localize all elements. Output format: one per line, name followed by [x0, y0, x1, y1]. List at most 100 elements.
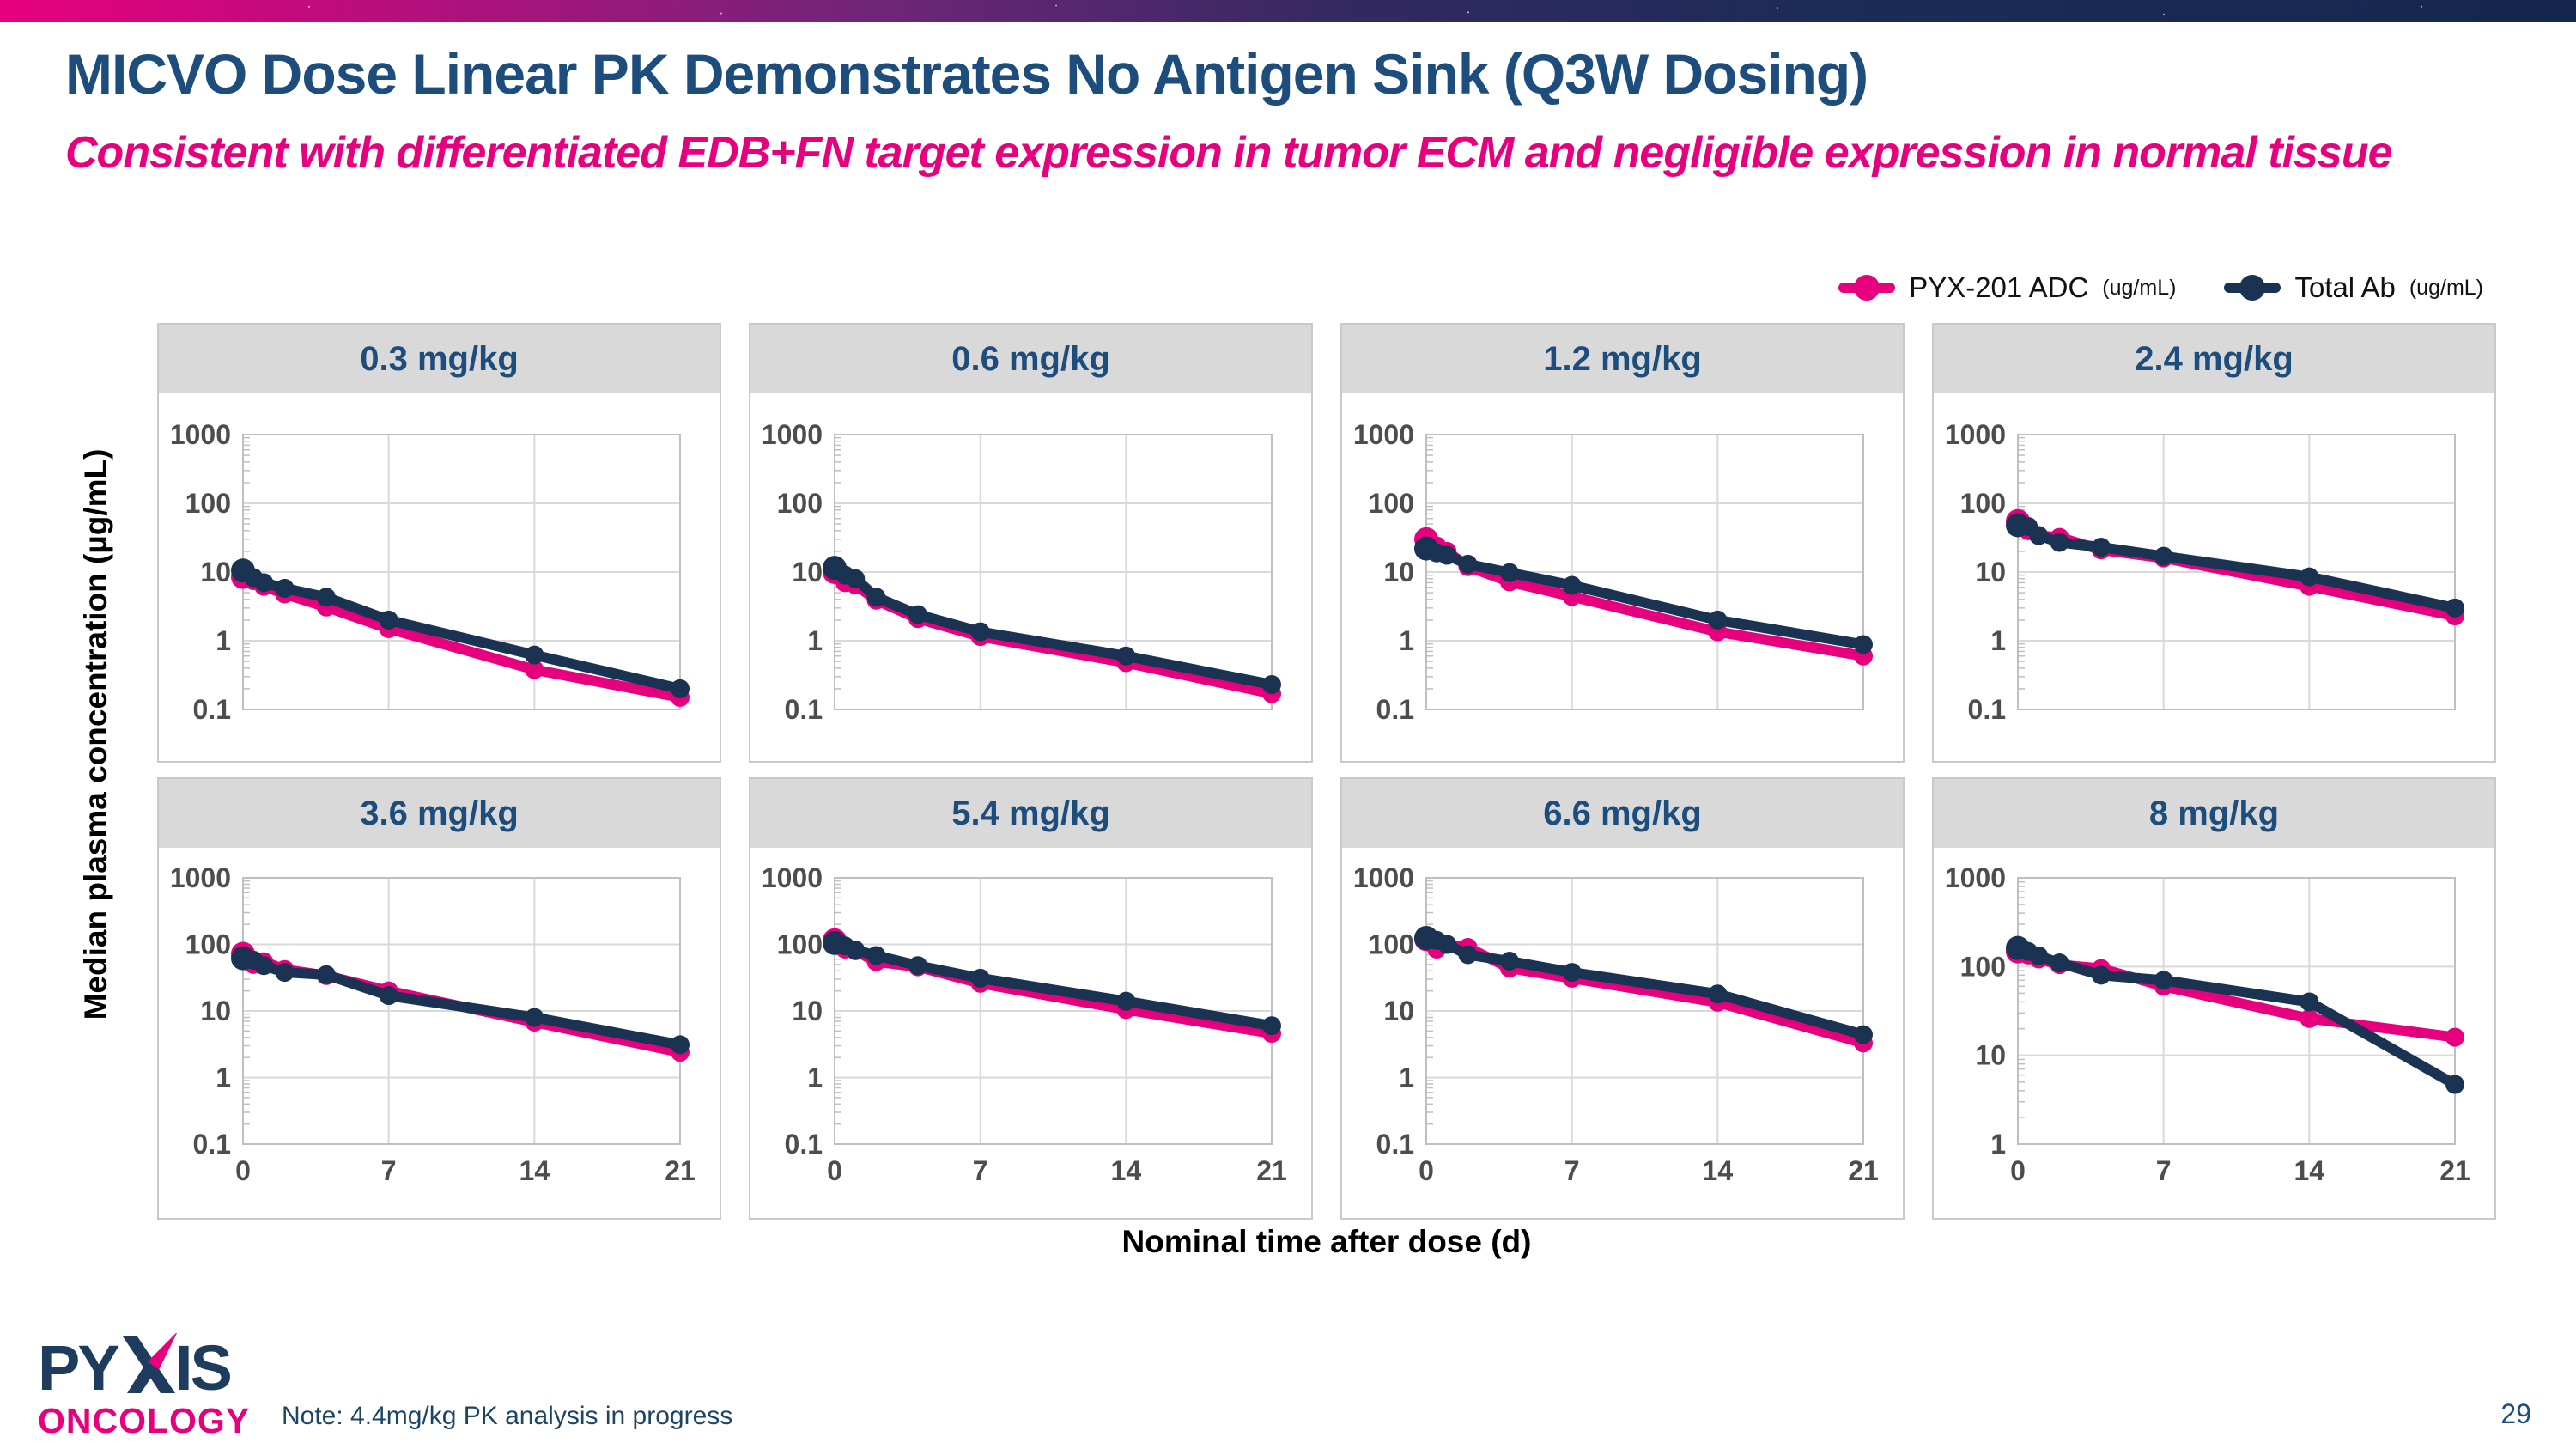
svg-text:10: 10: [200, 557, 231, 588]
pk-plot: 1000 100 10 1 0.1: [170, 419, 690, 725]
pyxis-logo-icon: PY IS ONCOLOGY: [38, 1331, 250, 1440]
y-axis-label: Median plasma concentration (µg/mL): [78, 448, 113, 1020]
x-axis-label: Nominal time after dose (d): [1121, 1224, 1532, 1259]
svg-text:1: 1: [1990, 625, 2006, 656]
svg-text:10: 10: [1975, 557, 2006, 588]
page-subtitle: Consistent with differentiated EDB+FN ta…: [65, 128, 2393, 178]
svg-text:21: 21: [1848, 1155, 1879, 1186]
svg-text:21: 21: [665, 1155, 696, 1186]
svg-text:0.1: 0.1: [193, 694, 231, 725]
svg-text:0.1: 0.1: [785, 694, 823, 725]
chart-card-8mgkg: 8 mg/kg 1000 100 10 1 0 7 14 21: [1932, 777, 2496, 1220]
pk-plot: 1000 100 10 1 0.1: [762, 419, 1281, 725]
svg-text:0.1: 0.1: [785, 1129, 823, 1160]
page-number: 29: [2500, 1398, 2531, 1429]
pk-plot: 1000 100 10 1 0.10 7 14 21: [170, 862, 696, 1186]
legend-label: Total Ab: [2294, 271, 2396, 303]
chart-title: 0.6 mg/kg: [951, 339, 1110, 378]
svg-text:1000: 1000: [170, 862, 231, 893]
legend-units: (ug/mL): [2102, 275, 2177, 300]
svg-text:7: 7: [973, 1155, 988, 1186]
svg-text:1000: 1000: [1945, 419, 2006, 450]
chart-card-5.4mgkg: 5.4 mg/kg 1000 100 10 1 0.1 0 7 14 21: [749, 777, 1313, 1220]
legend-item-total-ab: Total Ab (ug/mL): [2224, 271, 2483, 304]
svg-text:100: 100: [1369, 929, 1414, 960]
svg-text:7: 7: [2156, 1155, 2172, 1186]
chart-card-6.6mgkg: 6.6 mg/kg 1000 100 10 1 0.1 0 7 14 21: [1340, 777, 1905, 1220]
chart-legend: PYX-201 ADC (ug/mL) Total Ab (ug/mL): [1838, 271, 2483, 304]
svg-text:14: 14: [519, 1155, 550, 1186]
svg-text:21: 21: [2439, 1155, 2470, 1186]
pk-plot: 1000 100 10 1 0.1: [1353, 419, 1873, 725]
svg-text:0.1: 0.1: [1376, 1129, 1414, 1160]
legend-item-adc: PYX-201 ADC (ug/mL): [1838, 271, 2176, 304]
pk-plot: 1000 100 10 10 7 14 21: [1945, 862, 2470, 1186]
svg-text:1000: 1000: [1945, 862, 2006, 893]
svg-text:1000: 1000: [170, 419, 231, 450]
svg-text:100: 100: [1369, 488, 1414, 519]
chart-title: 2.4 mg/kg: [2135, 339, 2293, 378]
chart-card-3.6mgkg: 3.6 mg/kg 1000 100 10 1 0.1 0 7 14 21: [157, 777, 721, 1220]
svg-text:0: 0: [2010, 1155, 2026, 1186]
page-title: MICVO Dose Linear PK Demonstrates No Ant…: [65, 42, 1868, 106]
chart-title: 5.4 mg/kg: [951, 794, 1110, 832]
chart-title: 8 mg/kg: [2148, 794, 2280, 832]
svg-text:ONCOLOGY: ONCOLOGY: [38, 1401, 250, 1438]
svg-text:0: 0: [827, 1155, 842, 1186]
svg-text:IS: IS: [175, 1333, 231, 1403]
chart-title: 0.3 mg/kg: [360, 339, 519, 378]
svg-text:0: 0: [235, 1155, 251, 1186]
svg-text:1000: 1000: [762, 419, 823, 450]
chart-card-0.6mgkg: 0.6 mg/kg 1000 100 10 1 0.1: [749, 323, 1313, 763]
svg-text:1: 1: [807, 625, 823, 656]
svg-text:1000: 1000: [1353, 419, 1414, 450]
svg-text:1: 1: [1990, 1129, 2006, 1160]
svg-text:21: 21: [1256, 1155, 1287, 1186]
footnote: Note: 4.4mg/kg PK analysis in progress: [282, 1402, 733, 1430]
svg-text:0.1: 0.1: [1376, 694, 1414, 725]
svg-text:1000: 1000: [1353, 862, 1414, 893]
top-gradient-bar: [0, 0, 2576, 22]
svg-text:100: 100: [777, 488, 823, 519]
svg-text:1: 1: [1399, 1062, 1414, 1093]
svg-text:1: 1: [216, 1062, 231, 1093]
chart-title: 1.2 mg/kg: [1543, 339, 1702, 378]
svg-text:10: 10: [1975, 1040, 2006, 1071]
svg-text:14: 14: [1703, 1155, 1734, 1186]
svg-text:0.1: 0.1: [1968, 694, 2006, 725]
chart-grid: 0.3 mg/kg 1000 100 10 1 0.1 0.6 mg/kg 1000 10…: [157, 323, 2496, 1220]
svg-text:100: 100: [1960, 951, 2006, 982]
svg-text:10: 10: [792, 995, 823, 1026]
svg-text:1000: 1000: [762, 862, 823, 893]
svg-text:PY: PY: [38, 1333, 119, 1403]
svg-text:10: 10: [1383, 995, 1414, 1026]
svg-text:14: 14: [1111, 1155, 1142, 1186]
legend-label: PYX-201 ADC: [1909, 271, 2089, 303]
svg-text:100: 100: [777, 929, 823, 960]
svg-text:1: 1: [807, 1062, 823, 1093]
pk-plot: 1000 100 10 1 0.10 7 14 21: [762, 862, 1287, 1186]
svg-text:100: 100: [185, 488, 231, 519]
pk-plot: 1000 100 10 1 0.1: [1945, 419, 2464, 725]
svg-text:100: 100: [185, 929, 231, 960]
svg-text:10: 10: [1383, 557, 1414, 588]
svg-text:14: 14: [2294, 1155, 2325, 1186]
pyxis-logo: PY IS ONCOLOGY: [38, 1331, 257, 1442]
chart-title: 3.6 mg/kg: [360, 794, 519, 832]
chart-card-1.2mgkg: 1.2 mg/kg 1000 100 10 1 0.1: [1340, 323, 1905, 763]
svg-text:0.1: 0.1: [193, 1129, 231, 1160]
svg-text:1: 1: [216, 625, 231, 656]
svg-text:7: 7: [381, 1155, 397, 1186]
svg-text:1: 1: [1399, 625, 1414, 656]
svg-text:10: 10: [200, 995, 231, 1026]
pk-plot: 1000 100 10 1 0.10 7 14 21: [1353, 862, 1879, 1186]
svg-text:7: 7: [1564, 1155, 1580, 1186]
chart-title: 6.6 mg/kg: [1543, 794, 1702, 832]
svg-text:0: 0: [1419, 1155, 1434, 1186]
chart-card-0.3mgkg: 0.3 mg/kg 1000 100 10 1 0.1: [157, 323, 721, 763]
chart-card-2.4mgkg: 2.4 mg/kg 1000 100 10 1 0.1: [1932, 323, 2496, 763]
svg-text:100: 100: [1960, 488, 2006, 519]
adc-series-marker-icon: [1838, 283, 1896, 293]
total-ab-series-marker-icon: [2224, 283, 2281, 293]
